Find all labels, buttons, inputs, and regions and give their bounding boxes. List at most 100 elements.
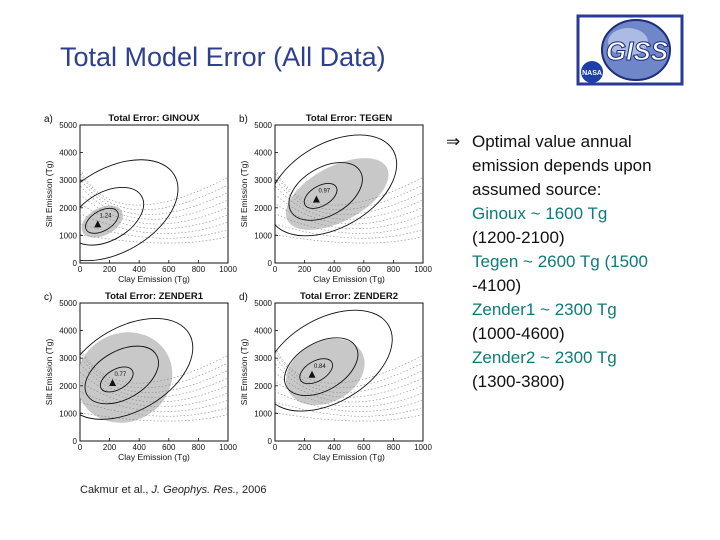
error-contour-dotted — [275, 412, 423, 422]
error-contour-dotted — [80, 203, 228, 230]
error-contour — [99, 366, 134, 393]
bullet-line: (1000-4600) — [472, 324, 565, 343]
y-tick-label: 3000 — [254, 354, 272, 363]
bullet-line: (1200-2100) — [472, 228, 565, 247]
error-contour-dotted — [80, 184, 228, 220]
y-tick-label: 2000 — [254, 382, 272, 391]
x-tick-label: 800 — [192, 265, 206, 274]
x-tick-label: 0 — [273, 265, 278, 274]
optimum-label: 0.77 — [115, 372, 127, 378]
panel-label: c) — [44, 292, 52, 303]
error-contour-dotted — [275, 371, 423, 403]
y-tick-label: 5000 — [59, 121, 77, 130]
x-tick-label: 1000 — [219, 443, 237, 452]
error-contour — [275, 309, 393, 412]
giss-logo: GISS NASA — [576, 14, 684, 86]
x-tick-label: 600 — [162, 443, 176, 452]
y-axis-label: Silt Emission (Tg) — [44, 339, 54, 406]
x-tick-label: 400 — [133, 443, 147, 452]
y-tick-label: 2000 — [254, 204, 272, 213]
x-tick-label: 0 — [273, 443, 278, 452]
error-contour-dotted — [80, 234, 228, 244]
optimum-label: 0.84 — [314, 364, 326, 370]
y-tick-label: 4000 — [254, 327, 272, 336]
bullet-line: Zender2 ~ 2300 Tg — [472, 348, 617, 367]
error-contour-dotted — [80, 213, 228, 234]
error-contour — [84, 345, 159, 405]
y-tick-label: 3000 — [254, 176, 272, 185]
citation-year: 2006 — [238, 484, 267, 496]
bullet-line: Ginoux ~ 1600 Tg — [472, 204, 608, 223]
y-tick-label: 4000 — [59, 327, 77, 336]
x-tick-label: 800 — [192, 443, 206, 452]
error-contour-dotted — [80, 193, 228, 225]
y-tick-label: 0 — [268, 259, 273, 268]
bullet-line: Tegen ~ 2600 Tg (1500 — [472, 252, 648, 271]
y-tick-label: 5000 — [59, 299, 77, 308]
panel-4: d) Total Error: ZENDER2 0.84 0 200 400 600 800 1… — [239, 291, 432, 462]
panel-3: c) Total Error: ZENDER1 0.77 0 200 400 600 800 1… — [44, 291, 237, 462]
y-tick-label: 1000 — [254, 409, 272, 418]
error-contour — [275, 134, 398, 237]
error-contour-dotted — [80, 371, 228, 403]
logo-badge-text: NASA — [582, 70, 602, 77]
error-contour — [80, 159, 179, 262]
optimum-marker — [312, 195, 320, 203]
y-axis-label: Silt Emission (Tg) — [239, 339, 249, 406]
error-contour-dotted — [275, 349, 423, 389]
bullet-line: -4100) — [472, 276, 522, 295]
panel-2: b) Total Error: TEGEN 0.97 0 200 400 600 800 100… — [239, 113, 432, 284]
y-tick-label: 5000 — [254, 299, 272, 308]
x-axis-label: Clay Emission (Tg) — [313, 452, 385, 462]
citation: Cakmur et al., J. Geophys. Res., 2006 — [80, 484, 267, 496]
x-tick-label: 600 — [357, 265, 371, 274]
error-contour — [299, 358, 333, 385]
panel-1: a) Total Error: GINOUX 1.24 0 200 400 600 800 10… — [44, 113, 237, 284]
error-contour-dotted — [275, 171, 423, 211]
citation-journal: J. Geophys. Res., — [151, 484, 239, 496]
error-contour-dotted — [80, 381, 228, 408]
y-tick-label: 4000 — [59, 149, 77, 158]
error-contour — [303, 183, 338, 209]
error-contour-dotted — [275, 213, 423, 234]
y-tick-label: 1000 — [59, 231, 77, 240]
confidence-region — [80, 332, 173, 423]
bullet-list: ⇒ Optimal value annual emission depends u… — [446, 130, 716, 394]
x-tick-label: 1000 — [414, 265, 432, 274]
confidence-region — [285, 158, 389, 230]
error-contour-dotted — [275, 184, 423, 220]
x-tick-label: 200 — [298, 265, 312, 274]
x-tick-label: 1000 — [219, 265, 237, 274]
logo-frame — [576, 14, 684, 86]
error-contour-dotted — [80, 171, 228, 211]
error-contour-dotted — [275, 362, 423, 398]
y-tick-label: 3000 — [59, 176, 77, 185]
contour-panels: a) Total Error: GINOUX 1.24 0 200 400 600 800 10… — [44, 113, 432, 462]
error-contour-dotted — [275, 223, 423, 239]
y-tick-label: 1000 — [254, 231, 272, 240]
error-contour-dotted — [80, 349, 228, 389]
error-contour-dotted — [275, 381, 423, 408]
y-axis-label: Silt Emission (Tg) — [44, 161, 54, 228]
optimum-marker — [94, 220, 102, 228]
error-contour-dotted — [275, 234, 423, 244]
y-tick-label: 5000 — [254, 121, 272, 130]
x-tick-label: 400 — [328, 443, 342, 452]
optimum-marker — [308, 370, 316, 378]
logo-badge — [581, 61, 603, 83]
panel-label: b) — [239, 114, 248, 125]
x-tick-label: 200 — [103, 443, 117, 452]
y-tick-label: 3000 — [59, 354, 77, 363]
y-tick-label: 0 — [73, 437, 78, 446]
y-tick-label: 2000 — [59, 204, 77, 213]
logo-text: GISS — [606, 36, 669, 66]
x-tick-label: 1000 — [414, 443, 432, 452]
error-contour-dotted — [80, 412, 228, 422]
x-tick-label: 800 — [387, 443, 401, 452]
error-contour — [80, 186, 145, 246]
bullet-line: assumed source: — [472, 180, 602, 199]
error-contour — [80, 317, 194, 420]
error-contour-dotted — [80, 223, 228, 239]
error-contour-dotted — [275, 203, 423, 230]
error-contour-dotted — [275, 391, 423, 412]
